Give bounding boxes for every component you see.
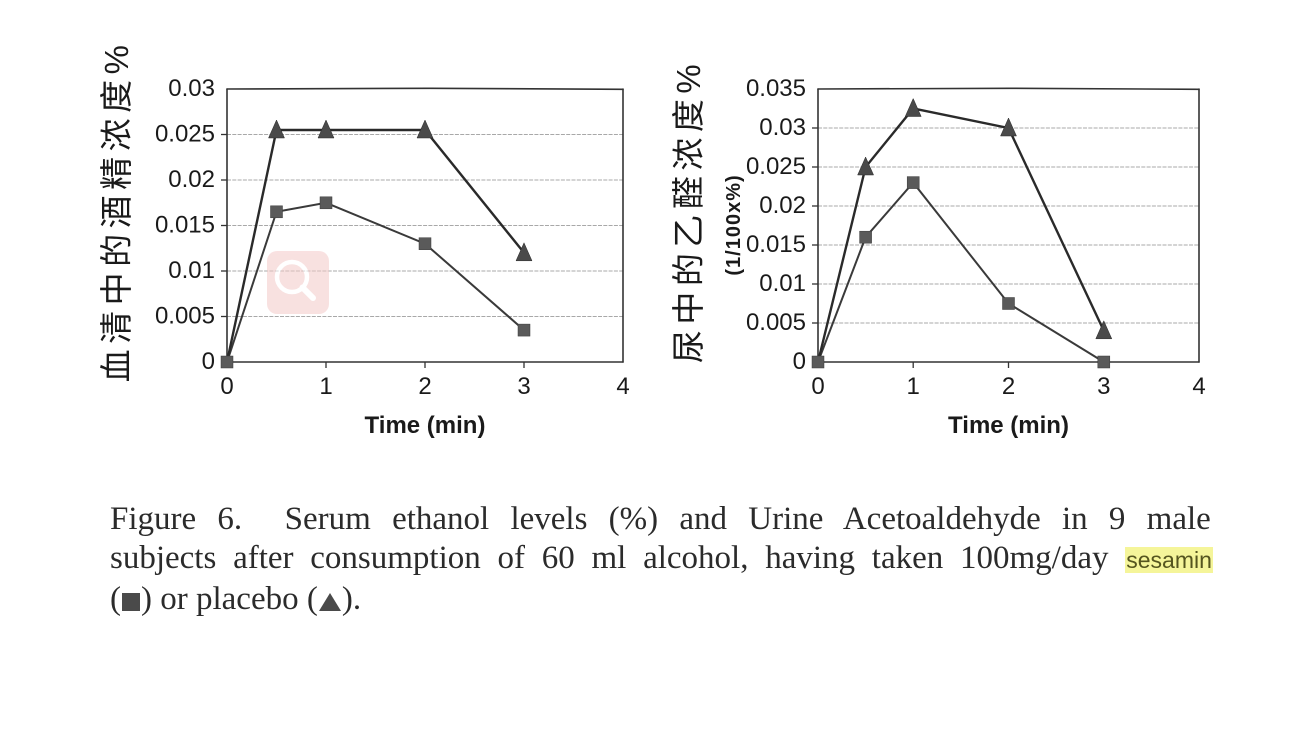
svg-text:1: 1	[319, 373, 332, 400]
svg-text:4: 4	[616, 373, 629, 400]
svg-text:0.01: 0.01	[759, 270, 806, 297]
svg-text:3: 3	[517, 373, 530, 400]
svg-text:血清中的酒精浓度%: 血清中的酒精浓度%	[98, 40, 135, 383]
svg-text:3: 3	[1097, 373, 1110, 400]
svg-text:Time (min): Time (min)	[365, 412, 486, 439]
svg-text:0.025: 0.025	[746, 153, 806, 180]
svg-text:0.02: 0.02	[759, 192, 806, 219]
svg-text:1: 1	[907, 373, 920, 400]
svg-text:0.03: 0.03	[759, 114, 806, 141]
svg-text:0.005: 0.005	[155, 303, 215, 330]
svg-text:尿中的乙醛浓度%: 尿中的乙醛浓度%	[670, 59, 707, 363]
svg-text:2: 2	[1002, 373, 1015, 400]
svg-text:0.03: 0.03	[168, 75, 215, 102]
svg-text:0.015: 0.015	[155, 212, 215, 239]
svg-text:Time (min): Time (min)	[948, 412, 1069, 439]
svg-text:4: 4	[1192, 373, 1205, 400]
svg-text:0: 0	[793, 348, 806, 375]
svg-text:0.005: 0.005	[746, 309, 806, 336]
svg-text:0.015: 0.015	[746, 231, 806, 258]
svg-text:0.01: 0.01	[168, 257, 215, 284]
svg-text:0: 0	[811, 373, 824, 400]
svg-text:0.035: 0.035	[746, 75, 806, 102]
svg-text:0: 0	[202, 348, 215, 375]
svg-text:0: 0	[220, 373, 233, 400]
svg-text:0.02: 0.02	[168, 166, 215, 193]
svg-text:2: 2	[418, 373, 431, 400]
svg-text:0.025: 0.025	[155, 121, 215, 148]
svg-text:(1/100x%): (1/100x%)	[723, 174, 745, 275]
